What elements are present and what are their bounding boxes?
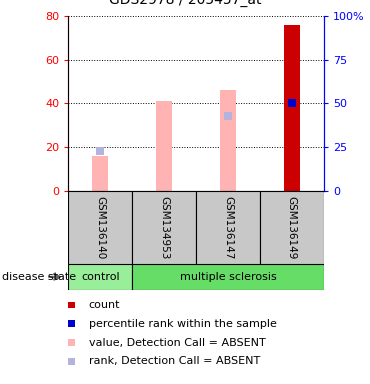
Bar — [132, 191, 196, 264]
Text: value, Detection Call = ABSENT: value, Detection Call = ABSENT — [89, 338, 266, 348]
Text: GSM134953: GSM134953 — [159, 195, 169, 259]
Point — [225, 113, 231, 119]
Bar — [68, 191, 132, 264]
Bar — [132, 264, 324, 290]
Text: percentile rank within the sample: percentile rank within the sample — [89, 319, 277, 329]
Text: GSM136140: GSM136140 — [95, 196, 105, 259]
Text: GSM136149: GSM136149 — [287, 195, 297, 259]
Bar — [260, 191, 324, 264]
Text: rank, Detection Call = ABSENT: rank, Detection Call = ABSENT — [89, 356, 260, 366]
Point — [289, 101, 295, 107]
Bar — [156, 101, 172, 191]
Text: control: control — [81, 272, 120, 282]
Point — [97, 147, 103, 154]
Bar — [92, 156, 108, 191]
Text: GDS2978 / 205457_at: GDS2978 / 205457_at — [109, 0, 261, 7]
Text: multiple sclerosis: multiple sclerosis — [180, 272, 276, 282]
Bar — [68, 264, 132, 290]
Text: GSM136147: GSM136147 — [223, 195, 233, 259]
Bar — [220, 90, 236, 191]
Text: disease state: disease state — [2, 272, 76, 282]
Text: count: count — [89, 300, 120, 310]
Bar — [284, 25, 300, 191]
Bar — [196, 191, 260, 264]
